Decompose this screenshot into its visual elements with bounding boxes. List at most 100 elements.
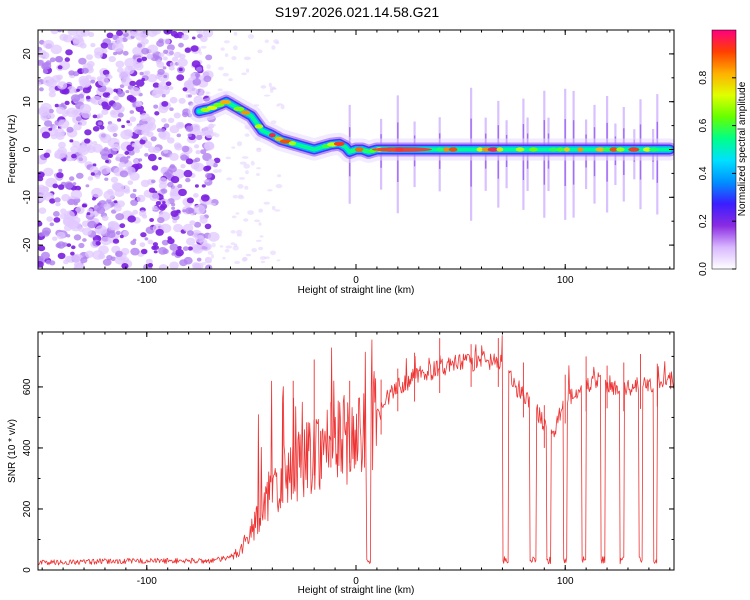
noise-blob (158, 52, 165, 58)
noise-blob (72, 37, 85, 47)
noise-blob (162, 201, 166, 204)
noise-blob (87, 220, 97, 229)
noise-blob (67, 198, 75, 205)
noise-blob (106, 32, 114, 39)
noise-blob (230, 242, 236, 246)
y-tick-label: 200 (22, 500, 33, 517)
noise-blob (161, 101, 169, 107)
noise-blob (86, 54, 93, 60)
noise-blob (127, 180, 134, 186)
noise-blob (239, 161, 247, 165)
noise-blob (145, 226, 155, 234)
noise-blob (158, 81, 169, 90)
noise-blob (258, 208, 264, 213)
noise-blob (87, 208, 94, 214)
noise-blob (276, 259, 281, 262)
noise-blob (201, 243, 211, 252)
noise-blob (194, 263, 201, 269)
noise-blob (80, 257, 88, 264)
noise-blob (147, 153, 157, 162)
ridge-hotspot (616, 147, 625, 152)
noise-blob (156, 40, 165, 47)
noise-blob (115, 60, 125, 68)
noise-blob (64, 181, 74, 189)
noise-blob (101, 48, 108, 54)
noise-blob (177, 246, 182, 250)
ridge-hotspot (268, 133, 276, 138)
noise-blob (238, 194, 244, 198)
noise-blob (82, 227, 92, 236)
noise-blob (213, 169, 219, 174)
noise-blob (132, 209, 139, 215)
x-tick-label: 100 (557, 275, 574, 286)
noise-blob (130, 247, 140, 256)
noise-blob (98, 132, 108, 140)
noise-blob (158, 264, 168, 269)
ridge-core (372, 147, 432, 152)
noise-blob (202, 30, 214, 38)
noise-blob (210, 124, 217, 127)
noise-blob (58, 168, 63, 173)
noise-blob (271, 45, 276, 50)
noise-blob (76, 154, 88, 164)
noise-blob (105, 159, 109, 164)
noise-blob (64, 255, 73, 262)
noise-blob (258, 222, 262, 226)
noise-blob (205, 264, 213, 269)
noise-blob (196, 30, 202, 34)
noise-blob (178, 97, 186, 104)
noise-blob (75, 206, 85, 215)
noise-blob (160, 203, 168, 209)
ridge-hotspot (213, 102, 225, 108)
noise-blob (200, 149, 207, 155)
noise-blob (57, 184, 65, 190)
noise-blob (75, 262, 82, 268)
noise-blob (84, 80, 91, 86)
noise-blob (158, 247, 168, 255)
noise-blob (122, 230, 129, 237)
noise-blob (182, 30, 190, 34)
spectrogram-y-ticks: -20 -10 0 10 20 (22, 29, 674, 270)
noise-blob (119, 234, 124, 239)
noise-blob (190, 162, 200, 170)
noise-blob (86, 60, 95, 68)
noise-blob (102, 69, 110, 76)
noise-blob (58, 141, 66, 149)
figure-title: S197.2026.021.14.58.G21 (275, 4, 439, 20)
noise-blob (107, 123, 119, 133)
noise-blob (118, 161, 126, 168)
ridge-hotspot (602, 147, 612, 152)
noise-blob (87, 176, 94, 181)
ridge-hotspot (642, 147, 652, 152)
noise-blob (271, 205, 276, 211)
noise-blob (247, 34, 254, 39)
noise-blob (259, 256, 267, 260)
noise-blob (178, 188, 187, 197)
noise-blob (39, 87, 44, 92)
noise-blob (64, 100, 70, 106)
ridge-hotspot (254, 124, 264, 129)
noise-blob (58, 119, 70, 129)
noise-blob (179, 259, 188, 267)
ridge-hotspot (233, 106, 245, 112)
noise-blob (135, 101, 143, 107)
snr-y-label: SNR (10 * v/v) (7, 419, 18, 483)
noise-blob (219, 245, 224, 248)
noise-blob (212, 163, 218, 168)
noise-blob (117, 88, 122, 92)
noise-blob (203, 75, 212, 83)
snr-y-ticks: 0 200 400 600 (22, 355, 674, 573)
noise-blob (151, 205, 158, 211)
noise-blob (139, 242, 146, 248)
x-tick-label: 100 (557, 576, 574, 587)
noise-blob (263, 94, 271, 97)
noise-blob (107, 230, 116, 238)
noise-blob (50, 44, 62, 55)
noise-blob (263, 201, 270, 205)
y-tick-label: 400 (22, 439, 33, 456)
noise-blob (200, 88, 204, 93)
noise-blob (54, 153, 61, 159)
ridge-hotspot (515, 147, 525, 152)
noise-blob (67, 30, 78, 36)
noise-blob (63, 224, 72, 232)
